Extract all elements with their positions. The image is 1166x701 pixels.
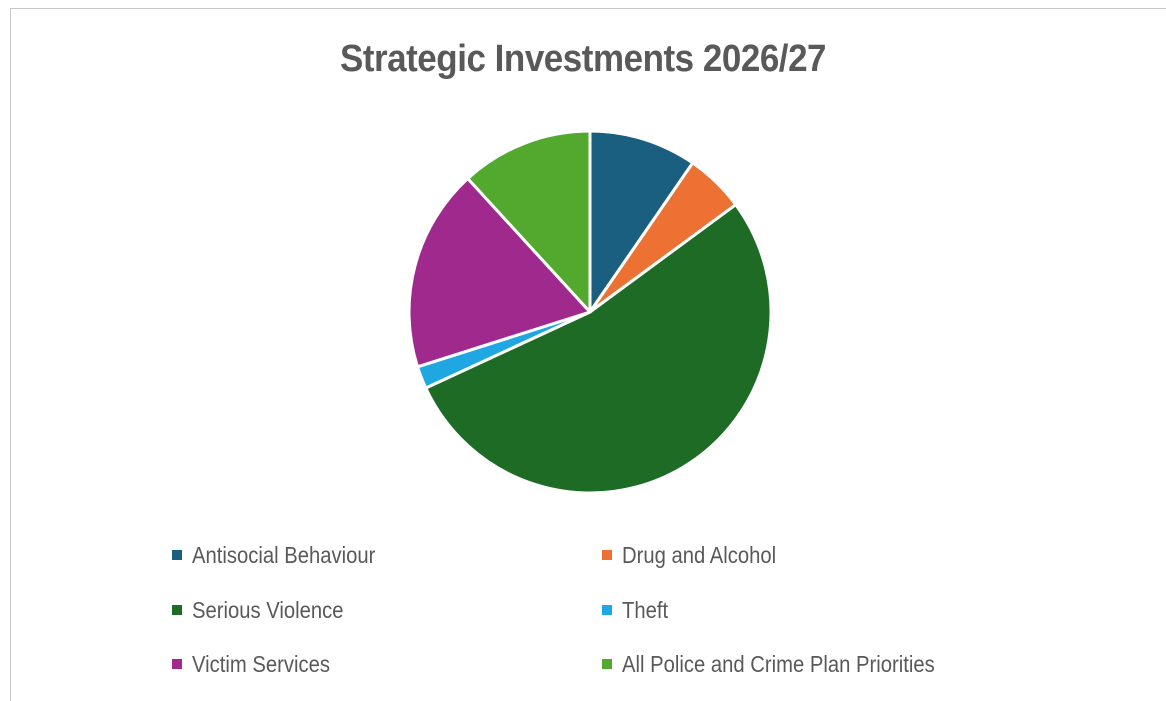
pie-slice-antisocial-behaviour (588, 129, 695, 314)
legend-swatch (602, 659, 612, 669)
chart-title: Strategic Investments 2026/27 (339, 38, 827, 80)
legend-swatch (172, 550, 182, 560)
pie-slice-victim-services (407, 177, 592, 369)
legend-swatch (602, 550, 612, 560)
legend-item-serious-violence: Serious Violence (172, 595, 364, 625)
legend-swatch (602, 605, 612, 615)
legend-label: Drug and Alcohol (622, 541, 777, 568)
pie-slice-serious-violence (424, 203, 773, 495)
legend-label: Serious Violence (192, 596, 344, 623)
legend-item-drug-and-alcohol: Drug and Alcohol (602, 540, 797, 570)
legend-item-victim-services: Victim Services (172, 649, 349, 679)
legend-label: Antisocial Behaviour (192, 541, 376, 568)
legend-swatch (172, 659, 182, 669)
legend-label: Victim Services (192, 650, 330, 677)
legend-label: All Police and Crime Plan Priorities (622, 650, 935, 677)
legend-item-theft: Theft (602, 595, 674, 625)
legend-swatch (172, 605, 182, 615)
legend-item-antisocial-behaviour: Antisocial Behaviour (172, 540, 400, 570)
legend-item-all-police-and-crime-plan-priorities: All Police and Crime Plan Priorities (602, 649, 977, 679)
pie-slice-all-police-and-crime-plan-priorities (466, 129, 592, 314)
legend-label: Theft (622, 596, 669, 623)
